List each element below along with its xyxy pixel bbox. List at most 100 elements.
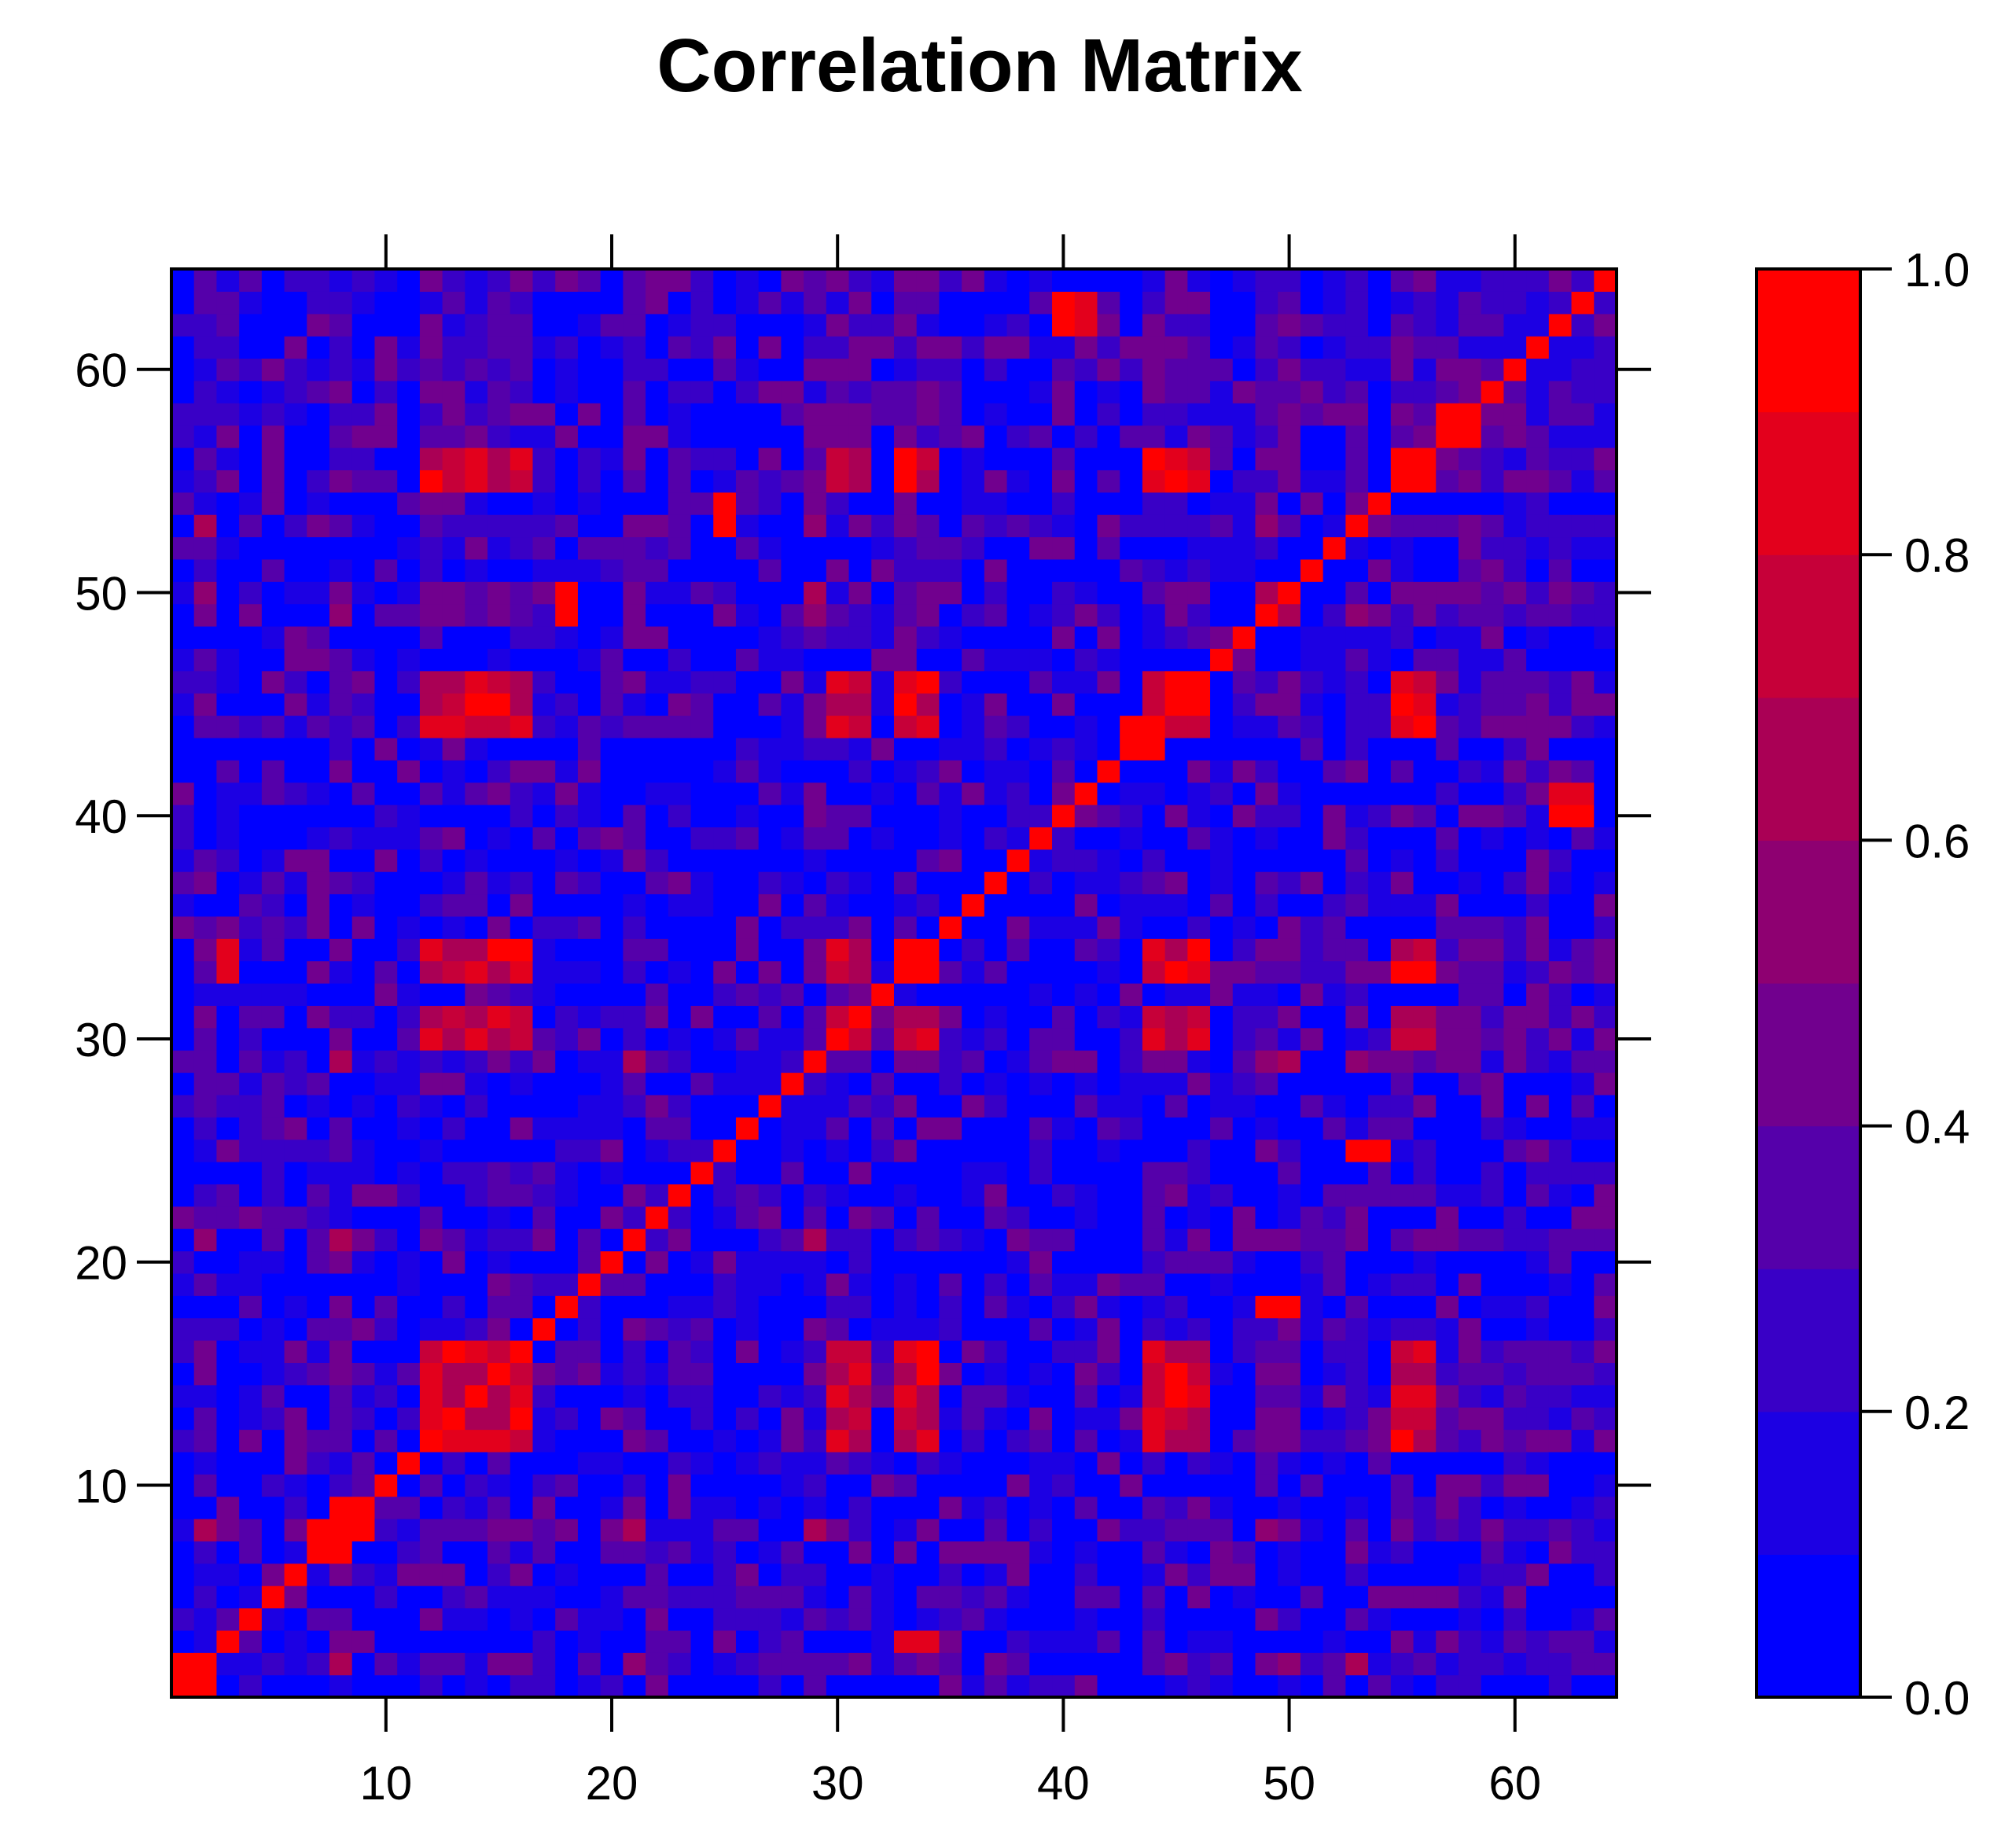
heatmap-cell: [307, 915, 330, 939]
heatmap-cell: [1029, 737, 1053, 760]
heatmap-cell: [1006, 1496, 1030, 1519]
heatmap-cell: [374, 893, 398, 917]
heatmap-cell: [1052, 425, 1076, 448]
heatmap-cell: [623, 670, 646, 694]
heatmap-cell: [1210, 1474, 1234, 1497]
heatmap-cell: [329, 1206, 353, 1229]
heatmap-cell: [1345, 648, 1369, 672]
heatmap-cell: [510, 358, 534, 381]
heatmap-cell: [1413, 380, 1437, 403]
y-tick-label: 30: [75, 1014, 127, 1066]
heatmap-cell: [962, 1072, 985, 1096]
heatmap-cell: [329, 358, 353, 381]
heatmap-cell: [781, 470, 804, 493]
heatmap-cell: [962, 626, 985, 649]
heatmap-cell: [1323, 938, 1346, 962]
heatmap-cell: [848, 1340, 872, 1363]
heatmap-cell: [713, 871, 737, 895]
heatmap-cell: [1526, 670, 1550, 694]
heatmap-cell: [1300, 1451, 1324, 1475]
heatmap-cell: [307, 1607, 330, 1631]
heatmap-cell: [1232, 403, 1256, 426]
heatmap-cell: [487, 380, 511, 403]
heatmap-cell: [1255, 380, 1278, 403]
heatmap-cell: [1097, 1451, 1120, 1475]
heatmap-cell: [1458, 1340, 1482, 1363]
heatmap-cell: [984, 1162, 1008, 1184]
heatmap-cell: [1255, 1072, 1278, 1096]
heatmap-cell: [487, 1295, 511, 1319]
heatmap-cell: [1210, 1340, 1234, 1363]
heatmap-cell: [1436, 1496, 1459, 1519]
heatmap-cell: [239, 1496, 263, 1519]
heatmap-cell: [1594, 603, 1617, 627]
heatmap-cell: [871, 1139, 895, 1162]
heatmap-cell: [826, 603, 850, 627]
heatmap-cell: [668, 938, 692, 962]
heatmap-cell: [487, 1072, 511, 1096]
heatmap-cell: [239, 1027, 263, 1051]
heatmap-cell: [1097, 983, 1120, 1006]
heatmap-cell: [577, 536, 601, 560]
heatmap-cell: [871, 1228, 895, 1252]
heatmap-cell: [1503, 760, 1527, 783]
heatmap-cell: [1503, 536, 1527, 560]
heatmap-cell: [465, 782, 488, 805]
heatmap-cell: [1548, 1027, 1573, 1051]
heatmap-cell: [690, 1652, 714, 1676]
heatmap-cell: [284, 1295, 307, 1319]
heatmap-cell: [939, 760, 962, 783]
heatmap-cell: [351, 670, 376, 694]
heatmap-cell: [735, 1162, 760, 1184]
heatmap-cell: [1481, 447, 1505, 470]
heatmap-cell: [1052, 1228, 1076, 1252]
heatmap-cell: [1413, 1272, 1437, 1296]
heatmap-cell: [510, 269, 534, 292]
heatmap-cell: [600, 1295, 624, 1319]
heatmap-cell: [307, 603, 330, 627]
heatmap-cell: [261, 603, 285, 627]
heatmap-cell: [487, 915, 511, 939]
heatmap-cell: [871, 960, 895, 984]
heatmap-cell: [646, 1250, 669, 1274]
heatmap-cell: [555, 1474, 579, 1497]
heatmap-cell: [239, 1451, 263, 1475]
heatmap-cell: [690, 380, 714, 403]
heatmap-cell: [1345, 1050, 1369, 1073]
heatmap-cell: [916, 938, 940, 962]
heatmap-cell: [1345, 849, 1369, 872]
heatmap-cell: [239, 1563, 263, 1586]
heatmap-cell: [239, 1317, 263, 1341]
heatmap-cell: [713, 1496, 737, 1519]
heatmap-cell: [1300, 1496, 1324, 1519]
heatmap-cell: [871, 1407, 895, 1431]
heatmap-cell: [1436, 470, 1459, 493]
heatmap-cell: [690, 1005, 714, 1029]
heatmap-cell: [397, 603, 421, 627]
heatmap-cell: [1164, 269, 1188, 292]
heatmap-cell: [1436, 670, 1459, 694]
heatmap-cell: [1097, 1295, 1120, 1319]
heatmap-cell: [1571, 1362, 1595, 1386]
heatmap-cell: [1390, 1340, 1415, 1363]
heatmap-cell: [261, 805, 285, 827]
heatmap-cell: [758, 380, 782, 403]
heatmap-cell: [442, 1652, 465, 1676]
heatmap-cell: [848, 1050, 872, 1073]
heatmap-cell: [374, 1184, 398, 1207]
heatmap-cell: [1029, 536, 1053, 560]
heatmap-cell: [758, 1228, 782, 1252]
heatmap-cell: [1323, 1027, 1346, 1051]
heatmap-cell: [668, 1519, 692, 1541]
heatmap-cell: [758, 1005, 782, 1029]
heatmap-cell: [1052, 1295, 1076, 1319]
heatmap-cell: [735, 915, 760, 939]
heatmap-cell: [1526, 1362, 1550, 1386]
heatmap-cell: [848, 1295, 872, 1319]
heatmap-cell: [1120, 938, 1143, 962]
heatmap-cell: [826, 1117, 850, 1140]
heatmap-cell: [1120, 1429, 1143, 1453]
heatmap-cell: [646, 849, 669, 872]
heatmap-cell: [171, 782, 195, 805]
heatmap-cell: [848, 648, 872, 672]
